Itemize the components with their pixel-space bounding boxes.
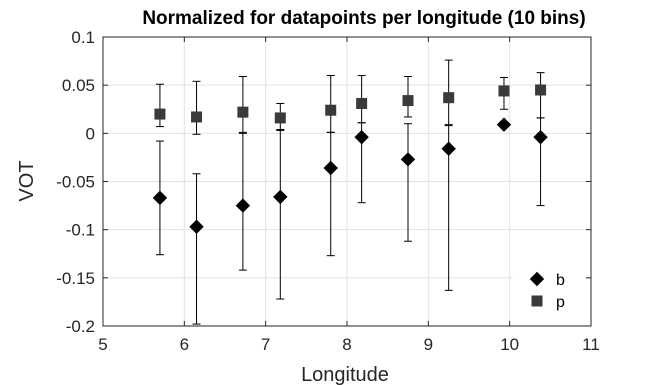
data-point-p xyxy=(356,97,368,109)
data-point-b xyxy=(152,190,168,206)
data-point-p xyxy=(274,112,286,124)
y-tick-label: -0.1 xyxy=(66,221,95,240)
legend-box xyxy=(513,262,585,320)
y-tick-label: 0.05 xyxy=(62,76,95,95)
data-point-b xyxy=(323,160,338,176)
y-tick-label: 0 xyxy=(86,124,95,143)
legend-marker-p xyxy=(531,295,543,307)
legend-marker-b xyxy=(529,271,545,287)
y-tick-label: -0.2 xyxy=(66,317,95,336)
data-point-p xyxy=(325,104,337,116)
chart-title: Normalized for datapoints per longitude … xyxy=(142,8,585,29)
grid-lines xyxy=(102,36,592,327)
data-point-p xyxy=(191,111,203,123)
y-tick-label: -0.15 xyxy=(56,269,95,288)
tick-labels: 5 6 7 8 9 10 11 -0.2 -0.15 -0.1 -0.05 0 0.05 0.1 xyxy=(56,28,600,354)
legend-label-b: b xyxy=(556,272,565,289)
y-axis-label: VOT xyxy=(16,160,38,201)
data-point-b xyxy=(189,219,204,234)
data-point-p xyxy=(402,95,414,107)
data-point-b xyxy=(441,141,456,156)
data-point-b xyxy=(235,198,251,213)
data-markers xyxy=(152,84,548,234)
legend-label-p: p xyxy=(556,294,565,311)
data-point-b xyxy=(273,189,288,205)
x-tick-label: 5 xyxy=(98,335,107,354)
data-point-b xyxy=(400,152,416,167)
x-tick-label: 7 xyxy=(261,335,270,354)
legend: b p xyxy=(513,262,585,320)
axes xyxy=(102,36,592,327)
data-point-p xyxy=(535,84,547,96)
data-point-p xyxy=(498,85,510,97)
y-tick-label: 0.1 xyxy=(71,28,95,47)
x-axis-label: Longitude xyxy=(301,364,389,385)
data-point-p xyxy=(443,92,455,104)
x-tick-label: 6 xyxy=(180,335,189,354)
x-tick-label: 11 xyxy=(582,335,600,354)
y-tick-label: -0.05 xyxy=(56,173,95,192)
data-point-b xyxy=(496,117,512,132)
data-point-p xyxy=(237,106,249,118)
data-point-b xyxy=(354,129,369,145)
x-tick-label: 9 xyxy=(424,335,433,354)
data-point-b xyxy=(533,129,548,145)
x-tick-label: 10 xyxy=(500,335,519,354)
x-tick-label: 8 xyxy=(342,335,351,354)
data-point-p xyxy=(154,108,166,120)
